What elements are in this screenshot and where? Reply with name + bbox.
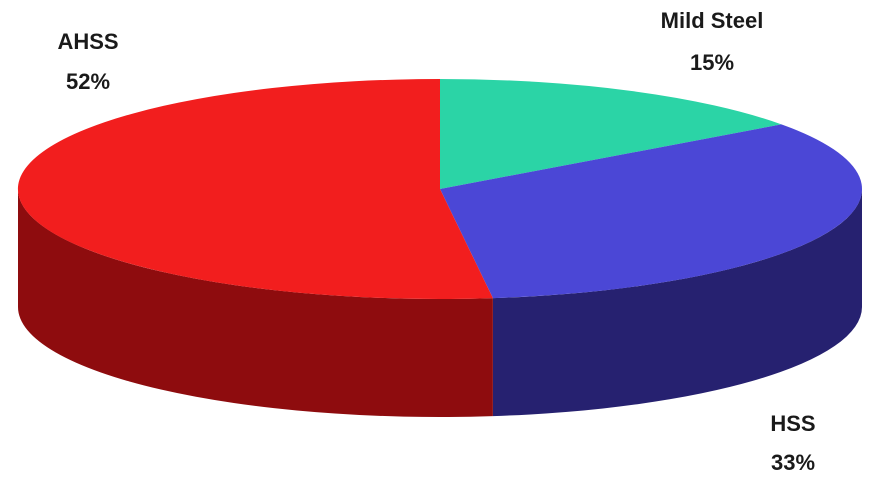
slice-name-ahss: AHSS [57,29,118,54]
slice-percent-ahss: 52% [66,69,110,94]
label-mild-steel: Mild Steel 15% [661,8,764,75]
slice-name-hss: HSS [770,411,815,436]
pie-side-ahss [18,189,493,417]
slice-name-mild-steel: Mild Steel [661,8,764,33]
pie-side-hss [492,189,862,417]
pie-sides [18,189,862,417]
slice-percent-hss: 33% [771,450,815,475]
label-ahss: AHSS 52% [57,29,118,94]
pie-slice-mild-steel [440,79,782,189]
pie-tops [17,79,863,300]
pie-slice-ahss [17,79,493,300]
slice-percent-mild-steel: 15% [690,50,734,75]
label-hss: HSS 33% [770,411,815,475]
pie-slice-hss [440,124,863,299]
